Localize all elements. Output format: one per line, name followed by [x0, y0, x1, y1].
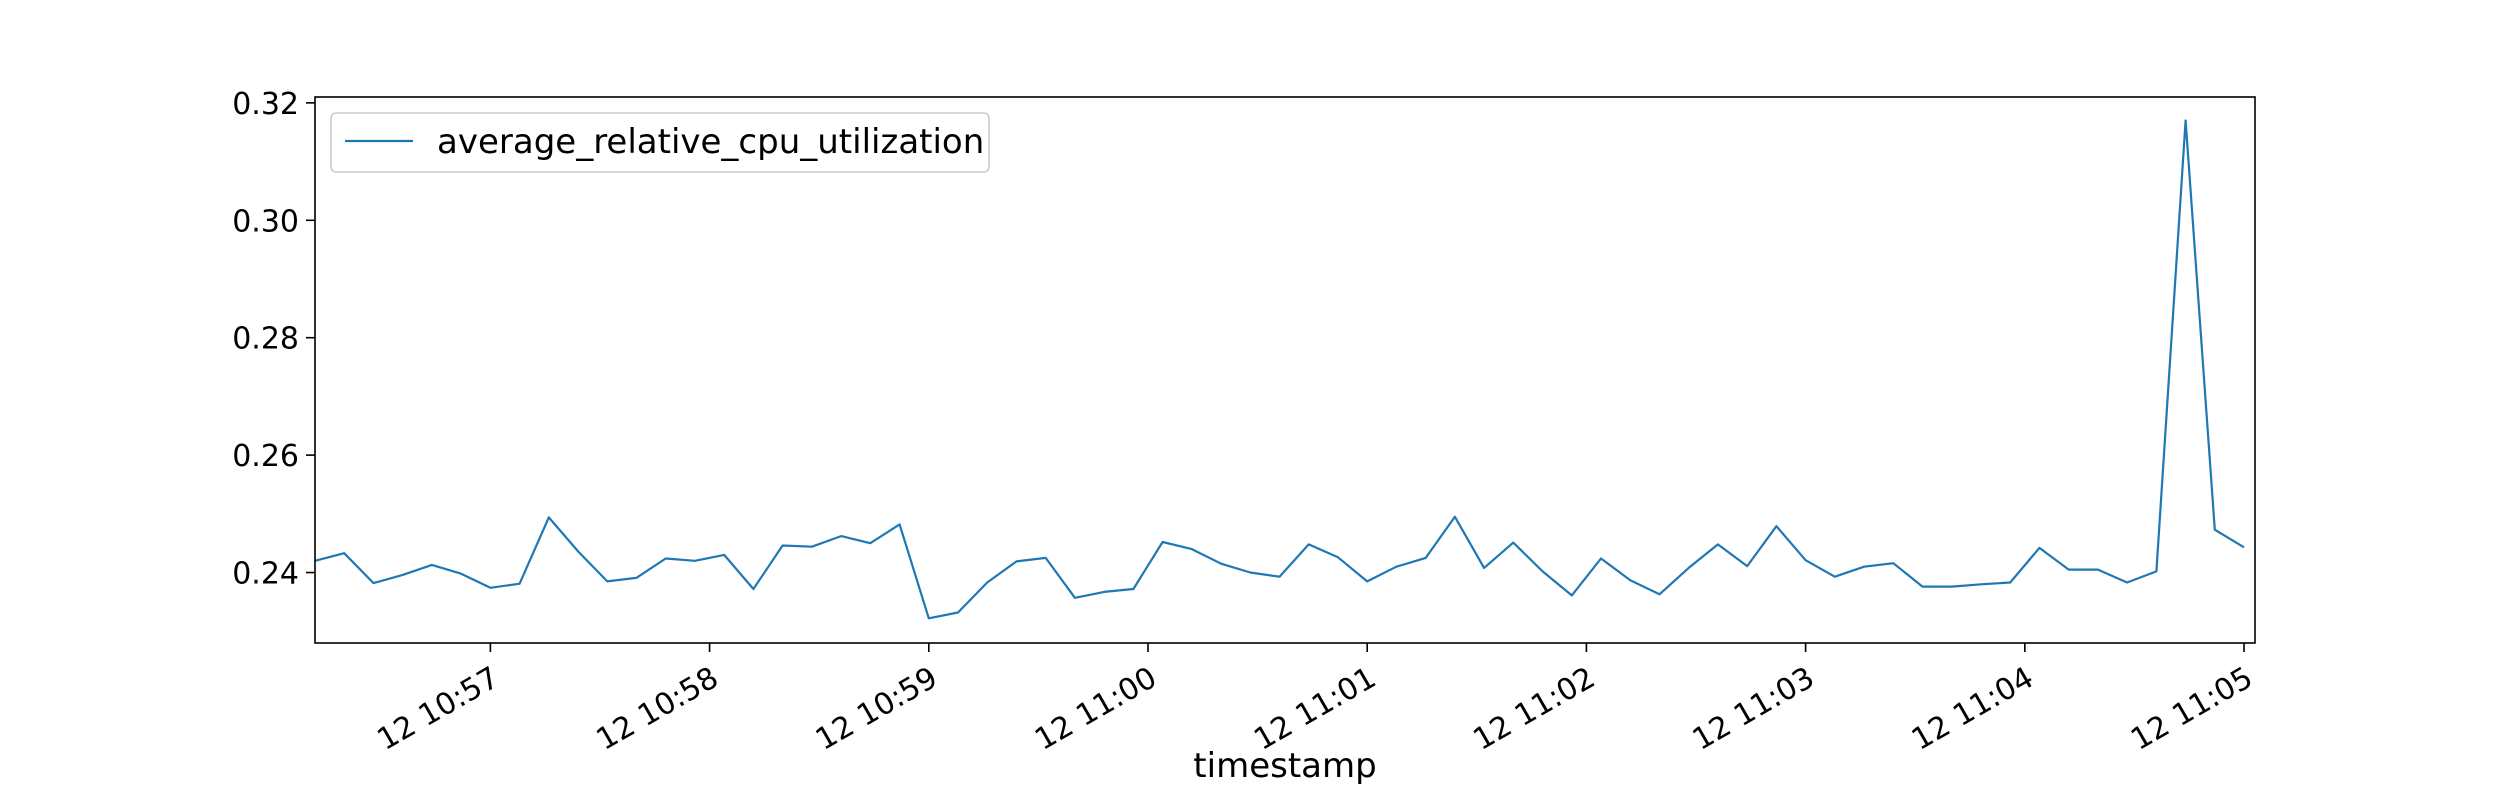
- y-tick-label: 0.26: [232, 439, 299, 474]
- legend-box: [330, 112, 990, 173]
- x-axis-title: timestamp: [1193, 746, 1376, 786]
- legend-label: average_relative_cpu_utilization: [437, 122, 984, 162]
- series-layer: [314, 119, 2245, 620]
- y-tick-label: 0.28: [232, 322, 299, 357]
- series-line-0: [314, 119, 2245, 620]
- y-axis: 0.24 0.26 0.28 0.30 0.32: [232, 87, 315, 592]
- plot-frame: [314, 96, 2256, 644]
- y-tick-label: 0.30: [232, 204, 299, 239]
- y-tick-label: 0.24: [232, 557, 299, 592]
- y-tick-label: 0.32: [232, 87, 299, 122]
- plot-area: [315, 97, 2255, 643]
- legend: average_relative_cpu_utilization: [330, 112, 990, 173]
